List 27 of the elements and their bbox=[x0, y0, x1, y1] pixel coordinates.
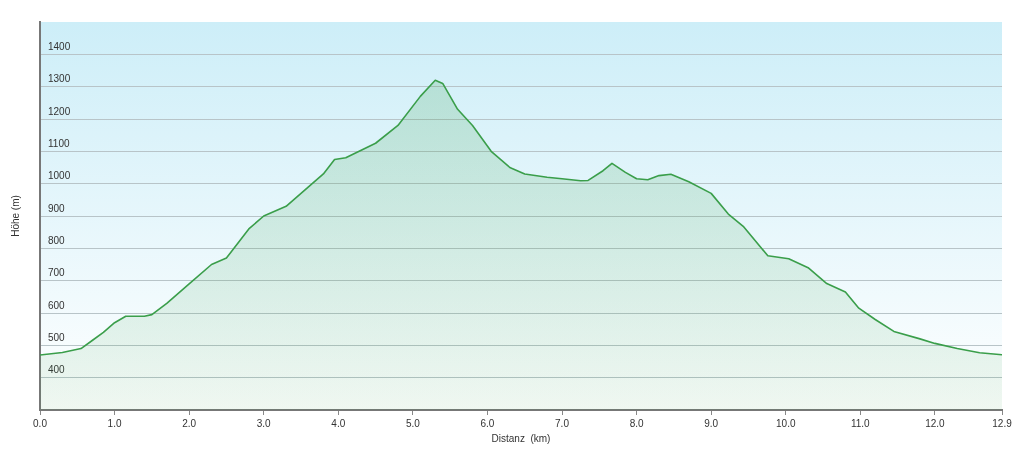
y-tick-label: 1300 bbox=[48, 73, 71, 85]
y-tick-label: 600 bbox=[48, 299, 66, 311]
y-tick-label: 700 bbox=[48, 267, 66, 279]
x-tick-label: 1.0 bbox=[107, 417, 122, 429]
x-tick-label: 12.9 bbox=[992, 417, 1013, 429]
y-tick-label: 400 bbox=[48, 364, 66, 376]
x-tick-label: 10.0 bbox=[776, 417, 796, 429]
y-tick-label: 800 bbox=[48, 235, 66, 247]
x-tick-label: 9.0 bbox=[704, 417, 719, 429]
x-tick-label: 2.0 bbox=[182, 417, 197, 429]
y-tick-label: 1200 bbox=[48, 105, 71, 117]
x-tick-label: 8.0 bbox=[629, 417, 644, 429]
x-tick-label: 12.0 bbox=[925, 417, 946, 429]
y-tick-label: 1400 bbox=[48, 41, 71, 53]
x-tick-label: 11.0 bbox=[850, 417, 871, 429]
x-tick-label: 4.0 bbox=[331, 417, 346, 429]
y-axis-title: Höhe (m) bbox=[9, 195, 21, 237]
x-tick-label: 0.0 bbox=[33, 417, 48, 429]
x-axis-title: Distanz (km) bbox=[491, 432, 551, 444]
x-tick-label: 6.0 bbox=[480, 417, 495, 429]
y-tick-label: 500 bbox=[48, 332, 66, 344]
x-tick-label: 5.0 bbox=[405, 417, 421, 429]
x-tick-label: 3.0 bbox=[256, 417, 272, 429]
y-tick-label: 1000 bbox=[48, 170, 71, 182]
x-tick-label: 7.0 bbox=[555, 417, 570, 429]
y-tick-label: 900 bbox=[48, 202, 66, 214]
y-tick-label: 1100 bbox=[48, 138, 70, 150]
